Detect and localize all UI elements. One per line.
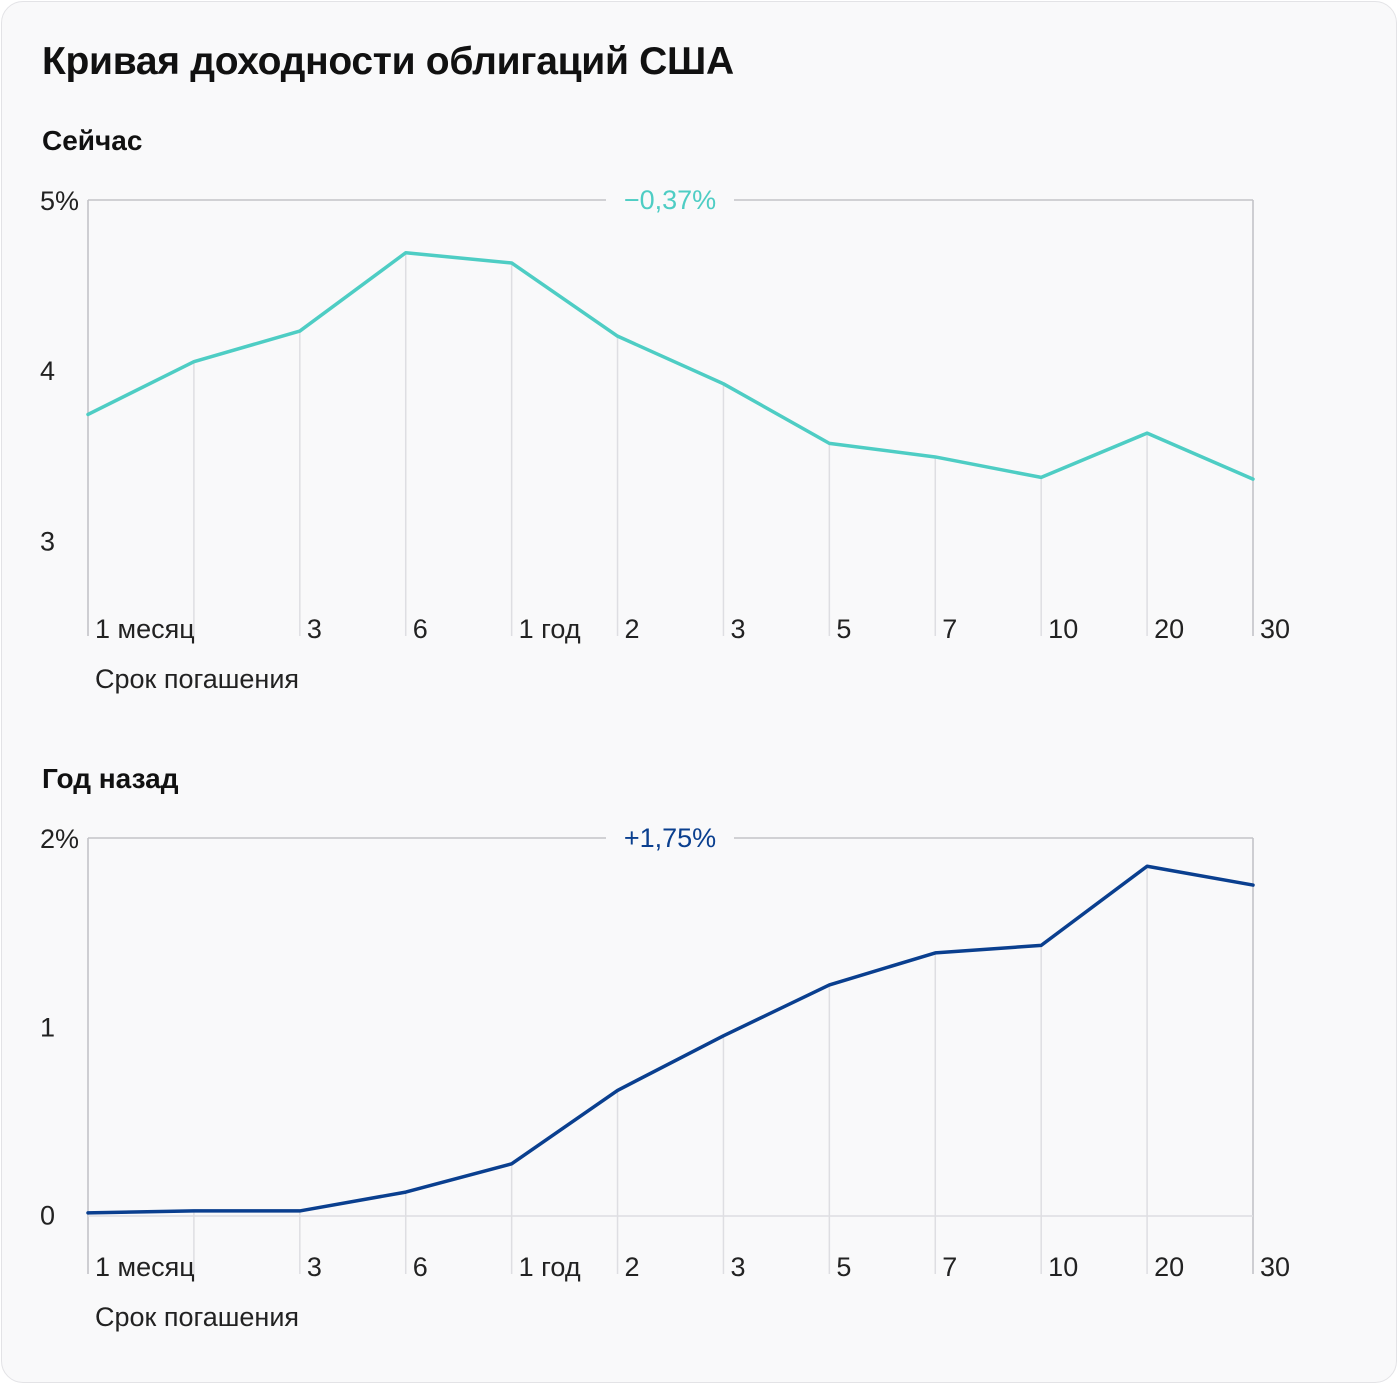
x-tick-label: 1 год — [519, 1252, 581, 1282]
x-tick-label: 10 — [1048, 614, 1078, 644]
x-tick-label: 30 — [1260, 614, 1290, 644]
subtitle-year-ago: Год назад — [42, 763, 179, 794]
x-tick-label: 3 — [307, 614, 322, 644]
y-tick-label: 0 — [40, 1201, 55, 1231]
x-tick-label: 3 — [730, 1252, 745, 1282]
x-tick-label: 3 — [307, 1252, 322, 1282]
yield-curve-now-chart: −0,37% 3 4 5% 1 месяц 3 6 1 год 2 3 5 7 10 20 30 Срок п… — [40, 185, 1290, 694]
subtitle-now: Сейчас — [42, 125, 143, 156]
x-tick-label: 5 — [836, 614, 851, 644]
chart-title: Кривая доходности облигаций США — [42, 40, 734, 83]
x-tick-label: 2 — [625, 1252, 640, 1282]
x-tick-label: 1 месяц — [95, 614, 195, 644]
change-annotation: −0,37% — [624, 185, 716, 215]
x-tick-label: 1 месяц — [95, 1252, 195, 1282]
x-tick-label: 2 — [625, 614, 640, 644]
x-tick-label: 20 — [1154, 614, 1184, 644]
y-tick-label: 5% — [40, 186, 79, 216]
y-tick-label: 2% — [40, 824, 79, 854]
x-tick-label: 6 — [413, 1252, 428, 1282]
x-tick-label: 7 — [942, 1252, 957, 1282]
x-tick-label: 30 — [1260, 1252, 1290, 1282]
y-tick-label: 4 — [40, 356, 55, 386]
x-tick-label: 7 — [942, 614, 957, 644]
x-tick-label: 10 — [1048, 1252, 1078, 1282]
change-annotation: +1,75% — [624, 823, 716, 853]
x-tick-label: 5 — [836, 1252, 851, 1282]
series-line — [86, 251, 1255, 481]
x-tick-label: 6 — [413, 614, 428, 644]
x-tick-label: 3 — [730, 614, 745, 644]
x-tick-label: 1 год — [519, 614, 581, 644]
x-tick-label: 20 — [1154, 1252, 1184, 1282]
yield-curve-year-ago-chart: +1,75% 0 1 2% 1 месяц 3 6 1 год 2 3 5 7 10 20 30 Срок п… — [40, 823, 1290, 1332]
y-tick-label: 3 — [40, 526, 55, 556]
x-axis-title: Срок погашения — [95, 664, 299, 694]
x-axis-title: Срок погашения — [95, 1302, 299, 1332]
y-tick-label: 1 — [40, 1012, 55, 1042]
series-line — [86, 864, 1255, 1215]
